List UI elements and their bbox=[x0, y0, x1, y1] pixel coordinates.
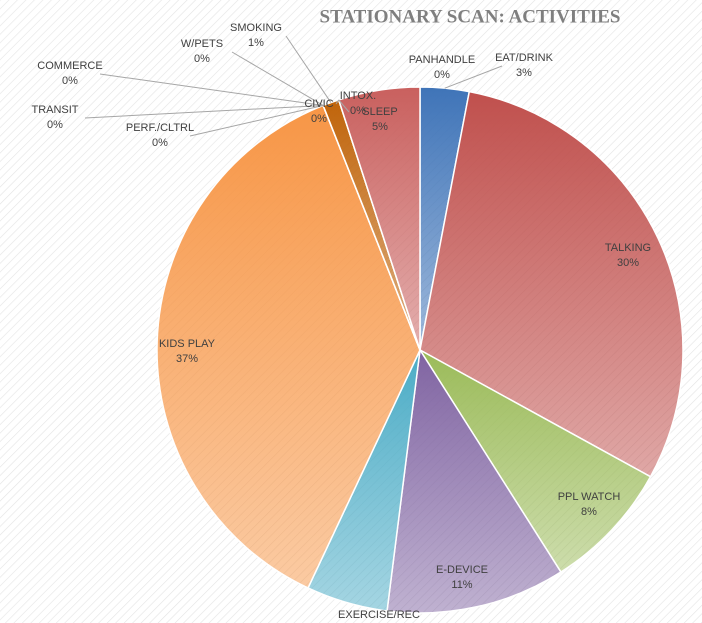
slice-label: EAT/DRINK bbox=[495, 52, 554, 64]
slice-value-label: 0% bbox=[47, 119, 63, 131]
leader-line bbox=[335, 99, 340, 105]
slice-value-label: 37% bbox=[176, 353, 198, 365]
slice-value-label: 0% bbox=[350, 105, 366, 117]
slice bbox=[156, 104, 421, 589]
slice-value-label: 0% bbox=[311, 113, 327, 125]
slice bbox=[419, 90, 684, 478]
slice-value-label: 30% bbox=[617, 257, 639, 269]
leader-line bbox=[231, 51, 324, 106]
leader-line bbox=[99, 73, 324, 106]
slice-label: W/PETS bbox=[181, 38, 223, 50]
slice-label: PANHANDLE bbox=[409, 54, 475, 66]
slice-value-label: 8% bbox=[581, 506, 597, 518]
slice-label: PERF./CLTRL bbox=[126, 122, 194, 134]
leader-line bbox=[189, 104, 324, 137]
slice-label: CIVIC bbox=[304, 98, 333, 110]
leader-line bbox=[84, 104, 324, 119]
leader-line bbox=[338, 99, 350, 113]
slice-value-label: 11% bbox=[451, 579, 472, 591]
slice-value-label: 1% bbox=[248, 37, 264, 49]
leader-line bbox=[285, 35, 332, 103]
slice-value-label: 0% bbox=[194, 53, 210, 65]
chart-title: STATIONARY SCAN: ACTIVITIES bbox=[320, 6, 621, 27]
slice-label: KIDS PLAY bbox=[159, 338, 216, 350]
slice-value-label: 0% bbox=[434, 69, 450, 81]
slice-label: SMOKING bbox=[230, 22, 282, 34]
slice-value-label: 3% bbox=[516, 67, 532, 79]
slice bbox=[386, 347, 562, 614]
labels: PANHANDLE 0% EAT/DRINK 3% TALKING 30% PPL WATC… bbox=[31, 22, 651, 621]
slice-value-label: 5% bbox=[372, 121, 388, 133]
slice-label: EXERCISE/REC bbox=[338, 609, 420, 621]
pie bbox=[156, 86, 684, 614]
slice-label: TRANSIT bbox=[31, 104, 78, 116]
slice-value-label: 0% bbox=[152, 137, 168, 149]
slice-label: SLEEP bbox=[362, 106, 397, 118]
slice-label: INTOX. bbox=[340, 90, 376, 102]
slice-label: COMMERCE bbox=[37, 60, 102, 72]
slice-value-label: 0% bbox=[62, 75, 78, 87]
slice-label: E-DEVICE bbox=[436, 564, 488, 576]
slice-label: TALKING bbox=[605, 242, 651, 254]
slice bbox=[419, 349, 652, 574]
slice-label: PPL WATCH bbox=[558, 491, 621, 503]
leader-line bbox=[444, 65, 503, 89]
